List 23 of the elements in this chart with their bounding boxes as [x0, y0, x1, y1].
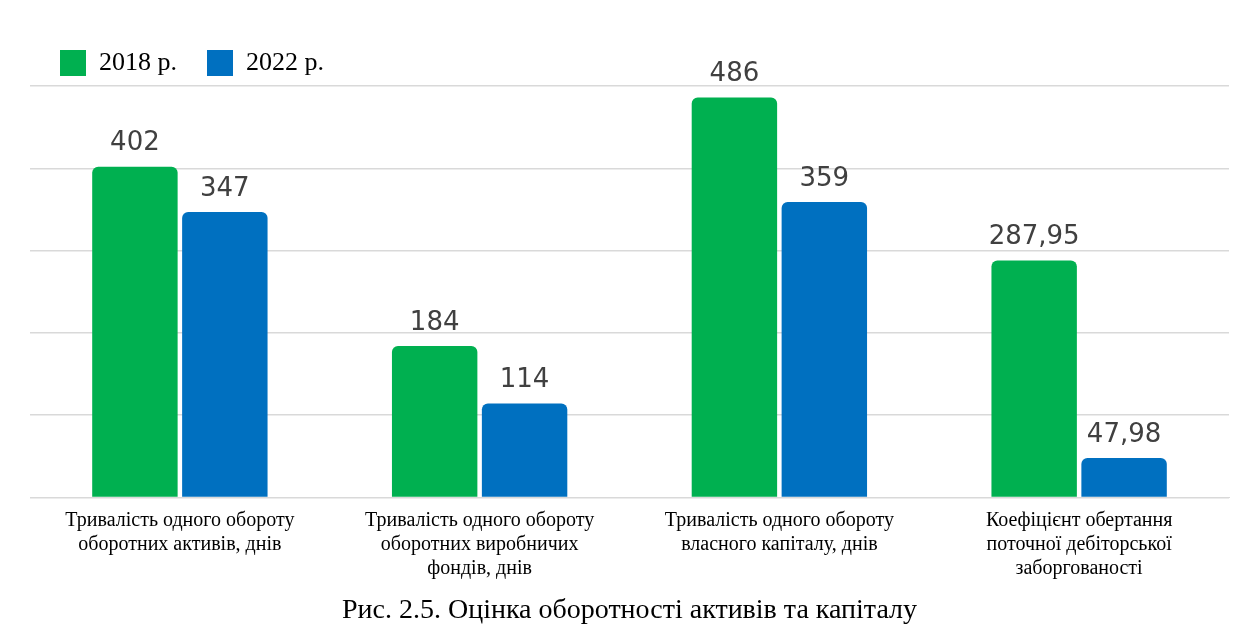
data-label: 347	[200, 171, 250, 202]
bar	[691, 97, 778, 497]
data-label: 486	[709, 57, 760, 88]
x-tick-label: Тривалість одного обороту оборотних виробничих фондів, днів	[365, 507, 595, 579]
data-label: 47,98	[1086, 417, 1162, 448]
x-tick-label: Коефіцієнт обертання поточної дебіторської заборгованості	[985, 507, 1173, 579]
x-tick-label: Тривалість одного обороту власного капіталу, днів	[664, 507, 894, 555]
bar	[1081, 457, 1167, 497]
data-label: 114	[499, 363, 550, 394]
bar	[781, 202, 868, 497]
data-label: 359	[799, 161, 850, 192]
bar	[92, 166, 178, 497]
text: Рис. 2.5. Оцінка оборотності активів та капіталу	[341, 592, 918, 624]
bar	[182, 211, 268, 497]
bar	[481, 403, 568, 497]
legend-label: 2022 р.	[246, 46, 324, 76]
data-label: 402	[110, 126, 160, 157]
bar	[991, 260, 1077, 497]
bar	[391, 346, 478, 497]
legend-label: 2018 р.	[99, 46, 177, 76]
x-tick-label: Тривалість одного обороту оборотних активів, днів	[65, 507, 295, 555]
data-label: 287,95	[988, 220, 1080, 251]
data-label: 184	[409, 305, 460, 336]
